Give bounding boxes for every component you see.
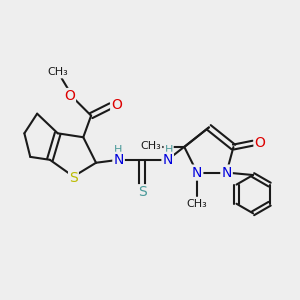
Text: O: O <box>111 98 122 112</box>
Text: N: N <box>163 153 173 167</box>
Text: N: N <box>192 166 202 180</box>
Text: S: S <box>69 172 78 185</box>
Text: S: S <box>138 185 146 199</box>
Text: CH₃: CH₃ <box>141 141 161 151</box>
Text: CH₃: CH₃ <box>187 199 208 209</box>
Text: O: O <box>64 89 75 103</box>
Text: N: N <box>113 153 124 167</box>
Text: H: H <box>113 145 122 155</box>
Text: CH₃: CH₃ <box>47 68 68 77</box>
Text: H: H <box>164 145 173 155</box>
Text: O: O <box>254 136 266 150</box>
Text: N: N <box>221 166 232 180</box>
